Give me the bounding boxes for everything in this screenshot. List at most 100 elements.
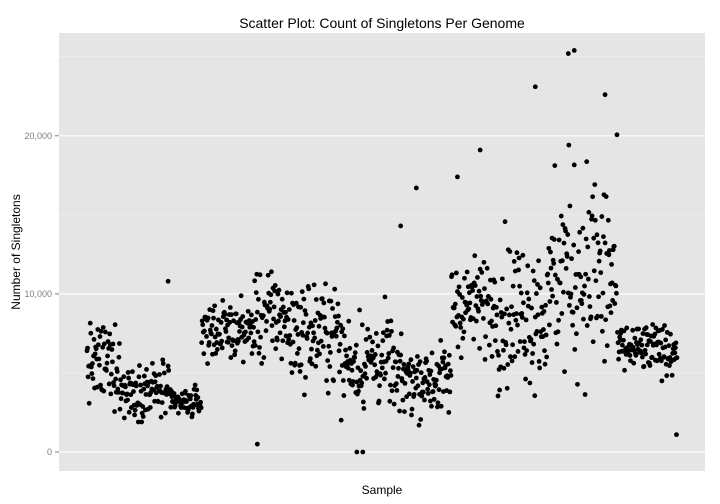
data-point	[659, 378, 665, 384]
data-point	[532, 84, 538, 90]
data-point	[227, 305, 233, 310]
data-point	[593, 278, 599, 284]
data-point	[276, 287, 282, 293]
data-point	[496, 352, 501, 358]
data-point	[467, 300, 473, 306]
data-point	[188, 393, 194, 398]
data-point	[110, 341, 116, 347]
data-point	[137, 363, 142, 368]
data-point	[384, 327, 390, 333]
data-point	[93, 346, 99, 352]
data-point	[552, 272, 558, 278]
data-point	[428, 398, 433, 404]
data-point	[624, 325, 630, 331]
data-point	[112, 409, 117, 414]
data-point	[311, 282, 317, 288]
data-point	[380, 338, 386, 344]
data-point	[256, 350, 262, 356]
data-point	[585, 276, 591, 282]
data-point	[622, 367, 627, 373]
data-point	[325, 358, 331, 364]
data-point	[588, 314, 594, 320]
data-point	[386, 332, 392, 338]
data-point	[198, 405, 204, 411]
data-point	[397, 408, 402, 414]
data-point	[98, 328, 104, 334]
y-axis-label: Number of Singletons	[9, 194, 23, 309]
data-point	[334, 325, 340, 331]
data-point	[363, 337, 369, 342]
data-point	[377, 383, 382, 389]
data-point	[476, 308, 481, 314]
data-point	[493, 323, 499, 329]
data-point	[534, 329, 540, 334]
data-point	[354, 449, 360, 455]
data-point	[150, 360, 155, 366]
data-point	[254, 309, 260, 315]
data-point	[120, 390, 126, 396]
data-point	[398, 352, 404, 358]
data-point	[257, 272, 263, 278]
data-point	[345, 365, 351, 371]
data-point	[320, 344, 326, 349]
data-point	[561, 240, 567, 246]
data-point	[294, 325, 300, 331]
data-point	[591, 268, 597, 274]
data-point	[391, 401, 397, 407]
data-point	[201, 328, 207, 334]
data-point	[375, 343, 381, 349]
data-point	[346, 318, 352, 324]
data-point	[199, 340, 205, 346]
data-point	[132, 412, 137, 418]
data-point	[358, 368, 364, 374]
data-point	[302, 392, 307, 398]
data-point	[252, 278, 258, 284]
data-point	[329, 334, 335, 339]
data-point	[449, 272, 455, 278]
data-point	[171, 391, 177, 396]
data-point	[261, 355, 267, 360]
data-point	[612, 301, 618, 306]
data-point	[385, 355, 391, 361]
data-point	[542, 361, 548, 367]
data-point	[252, 343, 258, 348]
data-point	[364, 349, 370, 355]
data-point	[394, 388, 400, 393]
data-point	[379, 365, 385, 371]
data-point	[109, 347, 115, 352]
data-point	[211, 315, 216, 321]
data-point	[430, 389, 436, 394]
data-point	[218, 320, 224, 325]
data-point	[270, 338, 275, 344]
data-point	[92, 351, 98, 357]
data-point	[556, 317, 561, 323]
data-point	[283, 333, 289, 339]
data-point	[183, 388, 188, 394]
data-point	[435, 404, 440, 410]
data-point	[327, 364, 333, 369]
data-point	[318, 338, 324, 344]
data-point	[551, 237, 557, 242]
data-point	[325, 390, 331, 396]
data-point	[555, 329, 561, 335]
data-point	[118, 396, 124, 402]
data-point	[529, 360, 535, 365]
data-point	[672, 345, 678, 351]
data-point	[661, 354, 667, 359]
data-point	[433, 377, 439, 383]
data-point	[492, 338, 498, 344]
data-point	[436, 387, 442, 393]
data-point	[346, 377, 352, 383]
data-point	[529, 305, 534, 311]
data-point	[280, 304, 286, 310]
data-point	[164, 384, 170, 390]
data-point	[572, 285, 578, 290]
data-point	[446, 352, 452, 358]
data-point	[268, 292, 274, 298]
data-point	[510, 283, 516, 289]
y-tick-label: 20,000	[24, 131, 52, 141]
data-point	[522, 339, 527, 345]
data-point	[138, 382, 143, 388]
data-point	[159, 400, 165, 405]
data-point	[330, 306, 335, 311]
